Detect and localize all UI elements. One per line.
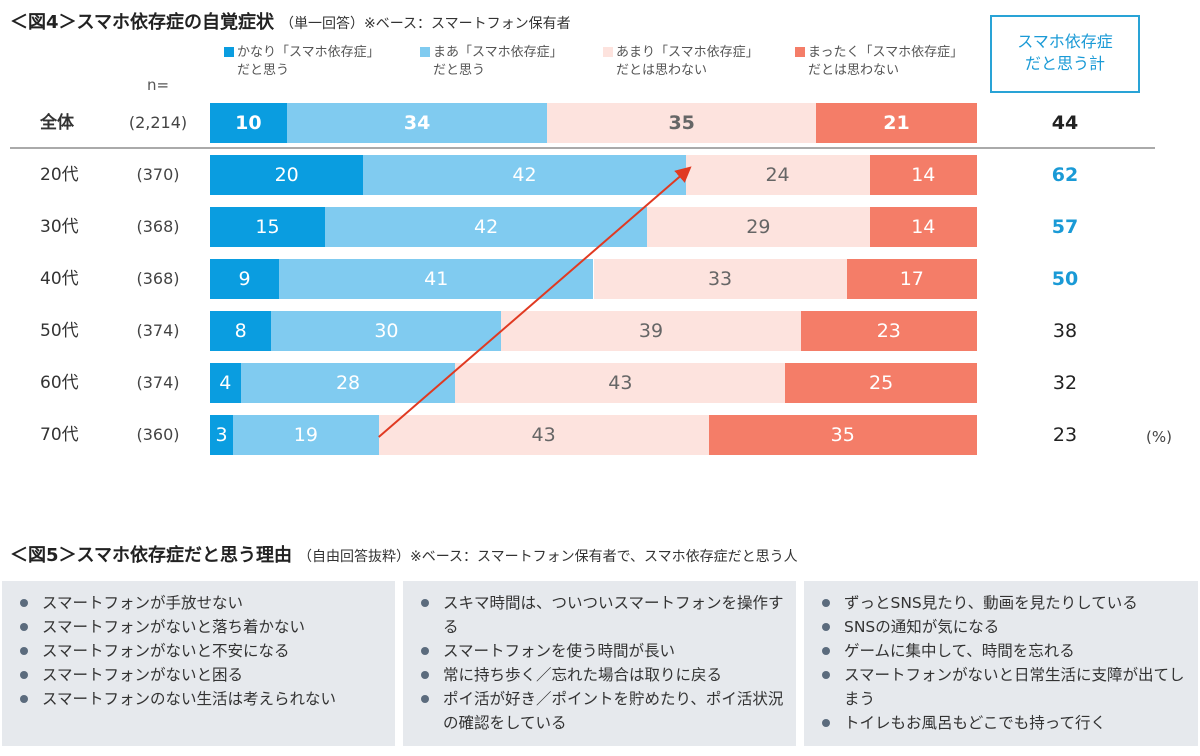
- reason-item: スマートフォンがないと困る: [16, 663, 385, 687]
- fig4-title: ＜図4＞スマホ依存症の自覚症状 （単一回答）※ベース：スマートフォン保有者: [10, 8, 571, 34]
- fig5-title-text: ＜図5＞スマホ依存症だと思う理由: [10, 545, 292, 566]
- fig5-subtitle: （自由回答抜粋）※ベース：スマートフォン保有者で、スマホ依存症だと思う人: [297, 549, 798, 565]
- reason-item: ずっとSNS見たり、動画を見たりしている: [818, 591, 1188, 615]
- bar-segment: 43: [378, 415, 709, 455]
- reason-item: スマートフォンが手放せない: [16, 591, 385, 615]
- sample-size: (370): [136, 165, 180, 184]
- sample-size: (374): [136, 321, 180, 340]
- bar-segment: 21: [815, 103, 977, 143]
- sample-size: (360): [136, 425, 180, 444]
- bar-segment: 14: [869, 155, 977, 195]
- fig5-title: ＜図5＞スマホ依存症だと思う理由 （自由回答抜粋）※ベース：スマートフォン保有者で…: [10, 541, 798, 567]
- reason-item: スマートフォンを使う時間が長い: [417, 639, 786, 663]
- category-label: 50代: [40, 321, 79, 341]
- fig4-subtitle: （単一回答）※ベース：スマートフォン保有者: [279, 16, 571, 32]
- reason-item: スマートフォンがないと落ち着かない: [16, 615, 385, 639]
- total-value: 62: [1051, 164, 1079, 186]
- reason-item: ポイ活が好き／ポイントを貯めたり、ポイ活状況の確認をしている: [417, 687, 786, 735]
- bar-segment: 41: [279, 259, 594, 299]
- separator-line: [10, 147, 1155, 149]
- bar-segment: 10: [210, 103, 287, 143]
- reasons-panel-3: ずっとSNS見たり、動画を見たりしている SNSの通知が気になる ゲームに集中して、…: [804, 581, 1198, 746]
- legend-swatch: [420, 47, 430, 57]
- total-value: 38: [1052, 320, 1078, 342]
- legend-label-line2: だとは思わない: [616, 63, 708, 78]
- bar-segment: 19: [233, 415, 379, 455]
- percent-unit: (%): [1146, 428, 1172, 446]
- bar-segment: 17: [846, 259, 977, 299]
- n-label: n=: [147, 76, 170, 94]
- sample-size: (374): [136, 373, 180, 392]
- reason-item: スマートフォンのない生活は考えられない: [16, 687, 385, 711]
- reason-item: SNSの通知が気になる: [818, 615, 1188, 639]
- reason-item: スマートフォンがないと不安になる: [16, 639, 385, 663]
- legend-label-line2: だと思う: [433, 63, 486, 78]
- legend-item: まったく「スマホ依存症」 だとは思わない: [795, 44, 963, 80]
- legend-label-line2: だとは思わない: [808, 63, 900, 78]
- legend-label-line1: まあ「スマホ依存症」: [433, 45, 563, 60]
- category-label: 全体: [40, 113, 74, 133]
- total-value: 44: [1051, 112, 1079, 134]
- bar-segment: 20: [210, 155, 364, 195]
- bar-segment: 42: [363, 155, 686, 195]
- reason-item: トイレもお風呂もどこでも持って行く: [818, 711, 1188, 735]
- reason-item: スマートフォンがないと日常生活に支障が出てしまう: [818, 663, 1188, 711]
- sample-size: (368): [136, 217, 180, 236]
- legend-item: まあ「スマホ依存症」 だと思う: [420, 44, 563, 80]
- bar-segment: 4: [210, 363, 241, 403]
- bar-segment: 35: [708, 415, 977, 455]
- bar-segment: 28: [240, 363, 456, 403]
- category-label: 70代: [40, 425, 79, 445]
- bar-segment: 9: [210, 259, 280, 299]
- legend-label-line1: あまり「スマホ依存症」: [616, 45, 759, 60]
- reason-item: ゲームに集中して、時間を忘れる: [818, 639, 1188, 663]
- bar-segment: 8: [210, 311, 272, 351]
- reason-item: スキマ時間は、ついついスマートフォンを操作する: [417, 591, 786, 639]
- bar-segment: 25: [785, 363, 977, 403]
- bar-segment: 34: [286, 103, 548, 143]
- bar-segment: 39: [501, 311, 801, 351]
- trend-arrow: [378, 166, 692, 438]
- legend-swatch: [224, 47, 234, 57]
- total-value: 57: [1051, 216, 1079, 238]
- reasons-panel-2: スキマ時間は、ついついスマートフォンを操作する スマートフォンを使う時間が長い 常に…: [403, 581, 796, 746]
- category-label: 20代: [40, 165, 79, 185]
- fig4-title-text: ＜図4＞スマホ依存症の自覚症状: [10, 12, 274, 33]
- bar-segment: 42: [325, 207, 648, 247]
- bar-segment: 43: [455, 363, 786, 403]
- sample-size: (2,214): [128, 113, 188, 132]
- legend-label-line2: だと思う: [237, 63, 290, 78]
- total-header-box: スマホ依存症 だと思う計: [990, 15, 1140, 93]
- sample-size: (368): [136, 269, 180, 288]
- legend-item: あまり「スマホ依存症」 だとは思わない: [603, 44, 759, 80]
- category-label: 40代: [40, 269, 79, 289]
- total-value: 50: [1051, 268, 1079, 290]
- total-header-line1: スマホ依存症: [1017, 32, 1113, 51]
- bar-segment: 24: [685, 155, 870, 195]
- legend-item: かなり「スマホ依存症」 だと思う: [224, 44, 380, 80]
- category-label: 60代: [40, 373, 79, 393]
- total-value: 32: [1052, 372, 1078, 394]
- total-header-line2: だと思う計: [1024, 54, 1105, 73]
- legend-swatch: [795, 47, 805, 57]
- reasons-panel-1: スマートフォンが手放せない スマートフォンがないと落ち着かない スマートフォンがない…: [2, 581, 395, 746]
- trend-arrow-svg: [378, 166, 692, 438]
- legend-label-line1: かなり「スマホ依存症」: [237, 45, 380, 60]
- legend-swatch: [603, 47, 613, 57]
- bar-segment: 33: [593, 259, 847, 299]
- bar-segment: 29: [647, 207, 870, 247]
- bar-segment: 23: [800, 311, 977, 351]
- total-value: 23: [1052, 424, 1078, 446]
- bar-segment: 14: [869, 207, 977, 247]
- bar-segment: 3: [210, 415, 233, 455]
- bar-segment: 15: [210, 207, 326, 247]
- category-label: 30代: [40, 217, 79, 237]
- legend-label-line1: まったく「スマホ依存症」: [808, 45, 964, 60]
- reason-item: 常に持ち歩く／忘れた場合は取りに戻る: [417, 663, 786, 687]
- bar-segment: 30: [271, 311, 502, 351]
- bar-segment: 35: [547, 103, 816, 143]
